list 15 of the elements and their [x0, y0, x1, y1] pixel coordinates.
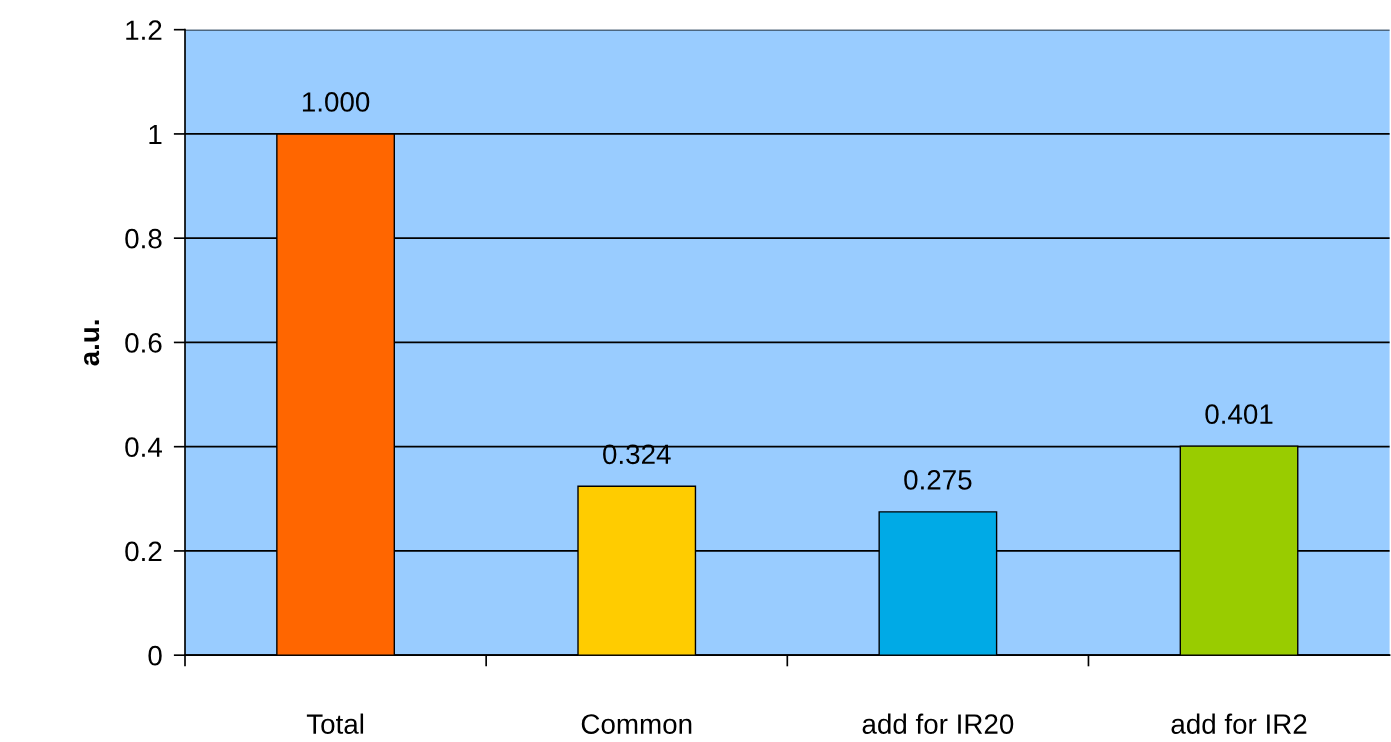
- y-tick-label: 0.4: [125, 437, 162, 458]
- x-tick-label: Common: [581, 714, 692, 734]
- y-axis-title: a.u.: [84, 320, 100, 366]
- x-tick-label: Total: [306, 713, 364, 734]
- y-tick-label: 1.2: [126, 20, 162, 40]
- y-tick-label: 0.2: [125, 541, 162, 562]
- y-tick-label: 1: [149, 124, 162, 144]
- y-tick-label: 0.8: [125, 228, 162, 249]
- data-label: 1.000: [302, 92, 370, 112]
- x-tick-label: add for IR2: [1171, 713, 1307, 734]
- x-tick-label: add for IR20: [862, 713, 1014, 734]
- y-tick-label: 0.6: [125, 333, 162, 353]
- data-label: 0.401: [1205, 404, 1273, 425]
- data-label: 0.275: [904, 470, 972, 490]
- y-tick-label: 0: [148, 645, 162, 666]
